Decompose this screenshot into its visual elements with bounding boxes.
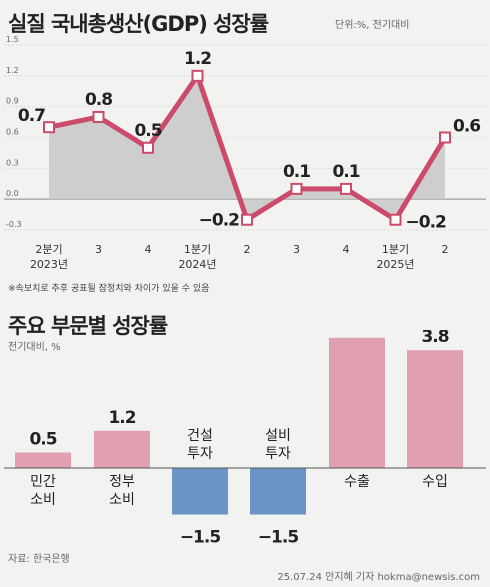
data-point bbox=[389, 213, 402, 226]
data-label: 0.6 bbox=[453, 117, 480, 137]
data-label: 0.5 bbox=[29, 430, 56, 450]
x-tick-label: 4 bbox=[145, 243, 152, 256]
data-label: 1.2 bbox=[184, 49, 211, 69]
data-point bbox=[290, 182, 303, 195]
data-label: 1.2 bbox=[108, 408, 135, 428]
y-tick-label: 0.6 bbox=[6, 128, 19, 137]
category-label-line: 수출 bbox=[344, 474, 370, 490]
y-tick-label: 1.5 bbox=[6, 35, 19, 44]
bar bbox=[172, 468, 228, 515]
data-label: 0.7 bbox=[18, 106, 45, 126]
category-label-line: 건설 bbox=[187, 428, 213, 444]
data-point bbox=[191, 69, 204, 82]
category-label-line: 설비 bbox=[265, 428, 291, 444]
footnote: ※속보치로 추후 공표될 잠정치와 차이가 있을 수 있음 bbox=[8, 284, 210, 294]
y-tick-label: 0.0 bbox=[6, 189, 19, 198]
section-unit-label: 전기대비, % bbox=[8, 342, 61, 353]
bar bbox=[15, 452, 71, 468]
data-label: 4.2 bbox=[343, 330, 370, 335]
x-tick-label: 4 bbox=[343, 243, 350, 256]
category-label-line: 투자 bbox=[265, 446, 291, 462]
category-label-line: 민간 bbox=[30, 474, 56, 490]
data-label: 3.8 bbox=[421, 330, 448, 347]
data-point bbox=[92, 110, 105, 123]
data-label: −0.2 bbox=[199, 211, 240, 231]
y-tick-label: 0.9 bbox=[6, 97, 19, 106]
x-tick-label: 1분기 bbox=[382, 243, 409, 256]
x-tick-label: 1분기 bbox=[184, 243, 211, 256]
x-tick-label: 3 bbox=[293, 243, 300, 256]
data-label: 0.1 bbox=[332, 162, 359, 182]
data-label: 0.5 bbox=[134, 121, 161, 141]
year-label: 2023년 bbox=[30, 258, 68, 271]
data-label: −1.5 bbox=[258, 528, 299, 546]
category-label: 수입 bbox=[422, 474, 448, 490]
category-label-line: 소비 bbox=[30, 492, 56, 508]
unit-label: 단위:%, 전기대비 bbox=[335, 20, 410, 31]
x-tick-label: 2 bbox=[442, 243, 449, 256]
data-point bbox=[439, 131, 451, 144]
year-label: 2024년 bbox=[178, 258, 216, 271]
section-title: 주요 부문별 성장률 bbox=[8, 314, 168, 338]
category-label-line: 소비 bbox=[109, 492, 135, 508]
source-label: 자료: 한국은행 bbox=[8, 554, 70, 565]
data-point bbox=[340, 182, 352, 195]
year-label: 2025년 bbox=[376, 258, 414, 271]
page-title: 실질 국내총생산(GDP) 성장률 bbox=[8, 12, 269, 36]
category-label-line: 투자 bbox=[187, 446, 213, 462]
data-point bbox=[43, 121, 55, 134]
data-point bbox=[142, 141, 154, 154]
bar bbox=[329, 337, 385, 468]
data-point bbox=[241, 213, 253, 226]
credit-label: 25.07.24 안지혜 기자 hokma@newsis.com bbox=[277, 572, 480, 583]
category-label-line: 정부 bbox=[109, 474, 135, 490]
x-tick-label: 2 bbox=[244, 243, 251, 256]
bar bbox=[407, 350, 463, 468]
x-tick-label: 3 bbox=[95, 243, 102, 256]
y-tick-label: 1.2 bbox=[6, 66, 19, 75]
area-fill bbox=[49, 75, 445, 220]
data-label: 0.8 bbox=[85, 90, 112, 110]
data-label: −1.5 bbox=[180, 528, 221, 546]
data-label: −0.2 bbox=[406, 213, 447, 233]
category-label: 수출 bbox=[344, 474, 370, 490]
x-tick-label: 2분기 bbox=[35, 243, 62, 256]
data-label: 0.1 bbox=[283, 162, 310, 182]
gdp-line-chart: 1.5 1.2 0.9 0.6 0.3 0.0 -0.3 0.7 0.8 0.5 1.2 −0.2 0.… bbox=[4, 35, 486, 271]
bar bbox=[250, 468, 306, 515]
y-tick-label: 0.3 bbox=[6, 158, 19, 167]
bar bbox=[94, 430, 150, 468]
category-label-line: 수입 bbox=[422, 474, 448, 490]
y-tick-label: -0.3 bbox=[6, 220, 22, 229]
